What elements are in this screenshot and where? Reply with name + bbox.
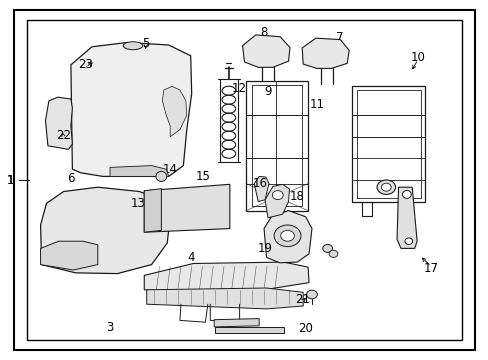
Text: 1: 1 [7, 174, 15, 186]
Text: 16: 16 [252, 177, 267, 190]
Polygon shape [396, 187, 416, 248]
Ellipse shape [328, 250, 337, 257]
Polygon shape [41, 241, 98, 270]
Polygon shape [144, 184, 229, 232]
Polygon shape [45, 97, 72, 149]
Text: 11: 11 [309, 98, 324, 111]
Text: 22: 22 [56, 129, 71, 141]
Ellipse shape [272, 191, 283, 199]
Ellipse shape [273, 225, 300, 247]
Text: 5: 5 [142, 37, 149, 50]
Polygon shape [162, 86, 186, 137]
Text: 19: 19 [257, 242, 272, 255]
Text: 2: 2 [177, 105, 184, 118]
Ellipse shape [381, 183, 390, 191]
Text: 20: 20 [297, 322, 312, 335]
Polygon shape [146, 288, 303, 309]
Bar [215, 327, 283, 333]
Text: 17: 17 [423, 262, 438, 275]
Polygon shape [245, 81, 307, 211]
Polygon shape [264, 211, 311, 263]
Text: 4: 4 [186, 251, 194, 264]
Ellipse shape [322, 244, 332, 252]
Polygon shape [242, 35, 289, 67]
Ellipse shape [376, 180, 395, 194]
Polygon shape [302, 38, 348, 68]
Polygon shape [144, 262, 308, 291]
Text: 7: 7 [335, 31, 343, 44]
Ellipse shape [280, 230, 294, 241]
Polygon shape [110, 166, 168, 176]
Text: 15: 15 [195, 170, 210, 183]
Text: 1: 1 [7, 174, 15, 186]
Polygon shape [144, 189, 161, 232]
Text: 21: 21 [294, 293, 309, 306]
Ellipse shape [123, 42, 142, 50]
Ellipse shape [306, 290, 317, 299]
Polygon shape [264, 184, 289, 218]
Text: 8: 8 [260, 26, 267, 39]
Ellipse shape [156, 171, 166, 181]
Polygon shape [71, 42, 191, 176]
Polygon shape [41, 187, 170, 274]
Text: 10: 10 [410, 51, 425, 64]
Polygon shape [351, 86, 425, 202]
Ellipse shape [402, 190, 410, 198]
Ellipse shape [404, 238, 412, 244]
Text: 3: 3 [106, 321, 114, 334]
Text: 23: 23 [78, 58, 93, 71]
Polygon shape [254, 176, 268, 202]
Text: 6: 6 [67, 172, 75, 185]
Text: 9: 9 [264, 85, 271, 98]
Text: 18: 18 [289, 190, 304, 203]
Text: 13: 13 [130, 197, 145, 210]
Bar [27, 20, 461, 340]
Polygon shape [214, 319, 259, 327]
Text: 12: 12 [232, 82, 246, 95]
Text: 14: 14 [163, 163, 177, 176]
